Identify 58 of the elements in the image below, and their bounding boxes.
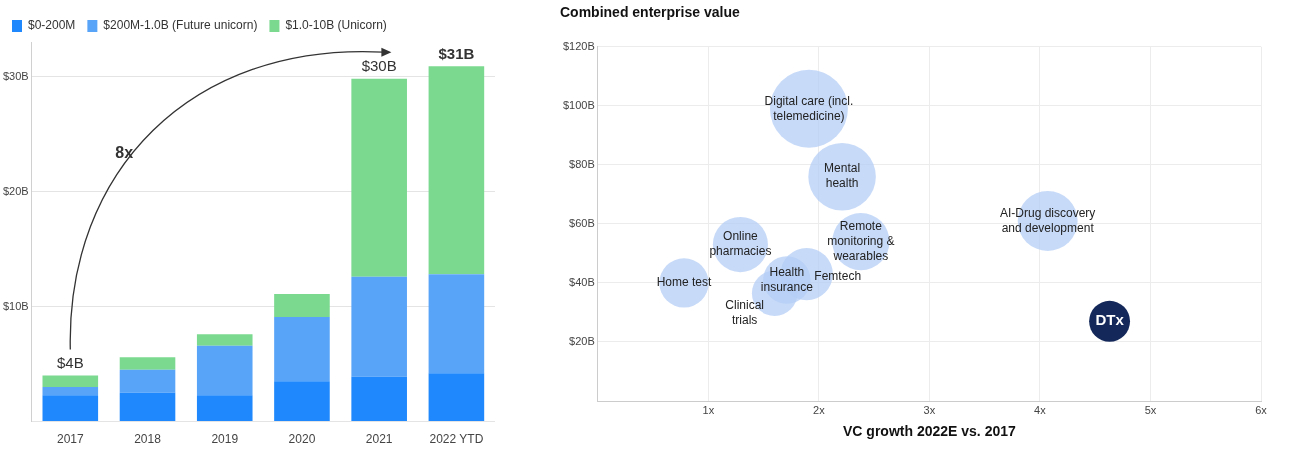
series-label: Remote monitoring & wearables — [827, 218, 895, 263]
bar — [42, 387, 99, 396]
series-label: DTx — [1095, 311, 1125, 329]
bar — [274, 316, 330, 382]
bar — [351, 376, 407, 422]
bar — [42, 375, 99, 388]
series-label: Clinical trials — [725, 298, 764, 328]
bar — [274, 293, 330, 317]
bar — [119, 369, 176, 393]
y-tick-label: $120B — [563, 39, 595, 52]
y-tick-label: $20B — [2, 184, 29, 197]
bar — [196, 345, 253, 396]
bar — [119, 357, 176, 370]
y-tick-label: $100B — [563, 98, 595, 111]
bar — [119, 392, 176, 422]
y-tick-label: $80B — [569, 157, 595, 170]
annotation: 8x — [115, 143, 134, 161]
x-tick-label: 4x — [1034, 403, 1047, 416]
x-tick-label: 2018 — [134, 432, 162, 447]
bar — [196, 334, 253, 346]
y-tick-label: $40B — [569, 275, 595, 288]
total-label: $4B — [56, 354, 84, 372]
bar — [428, 66, 485, 275]
series-label: Femtech — [814, 269, 862, 284]
series-label: Online pharmacies — [709, 229, 772, 259]
x-tick-label: 2020 — [288, 432, 316, 447]
bar — [196, 395, 253, 422]
series-label: Home test — [656, 275, 713, 290]
series-label: Digital care (incl. telemedicine) — [764, 93, 854, 123]
y-tick-label: $60B — [569, 216, 595, 229]
bar — [274, 381, 330, 422]
x-tick-label: 2017 — [56, 432, 84, 447]
series-label: Health insurance — [760, 264, 814, 294]
total-label: $30B — [361, 57, 397, 75]
legend-label: $0-200M — [28, 18, 76, 33]
chart-title: Combined enterprise value — [560, 4, 740, 21]
bar — [351, 276, 407, 377]
x-tick-label: 3x — [923, 403, 936, 416]
x-tick-label: 2021 — [365, 432, 393, 447]
x-tick-label: 1x — [702, 403, 715, 416]
legend-label: $200M-1.0B (Future unicorn) — [103, 18, 258, 33]
series-label: AI-Drug discovery and development — [999, 205, 1096, 235]
total-label: $31B — [438, 44, 475, 62]
y-tick-label: $10B — [2, 299, 29, 312]
x-tick-label: 6x — [1255, 403, 1268, 416]
x-axis-title: VC growth 2022E vs. 2017 — [843, 423, 1016, 440]
y-tick-label: $30B — [2, 69, 29, 82]
legend-label: $1.0-10B (Unicorn) — [285, 18, 387, 33]
bar — [428, 373, 485, 422]
bar — [428, 274, 485, 374]
bar — [351, 78, 407, 277]
bar — [42, 395, 99, 422]
y-tick-label: $20B — [569, 335, 595, 347]
x-tick-label: 2019 — [211, 432, 239, 447]
x-tick-label: 5x — [1144, 403, 1157, 416]
x-tick-label: 2x — [813, 403, 826, 416]
series-label: Mental health — [824, 161, 861, 191]
x-tick-label: 2022 YTD — [429, 432, 484, 447]
